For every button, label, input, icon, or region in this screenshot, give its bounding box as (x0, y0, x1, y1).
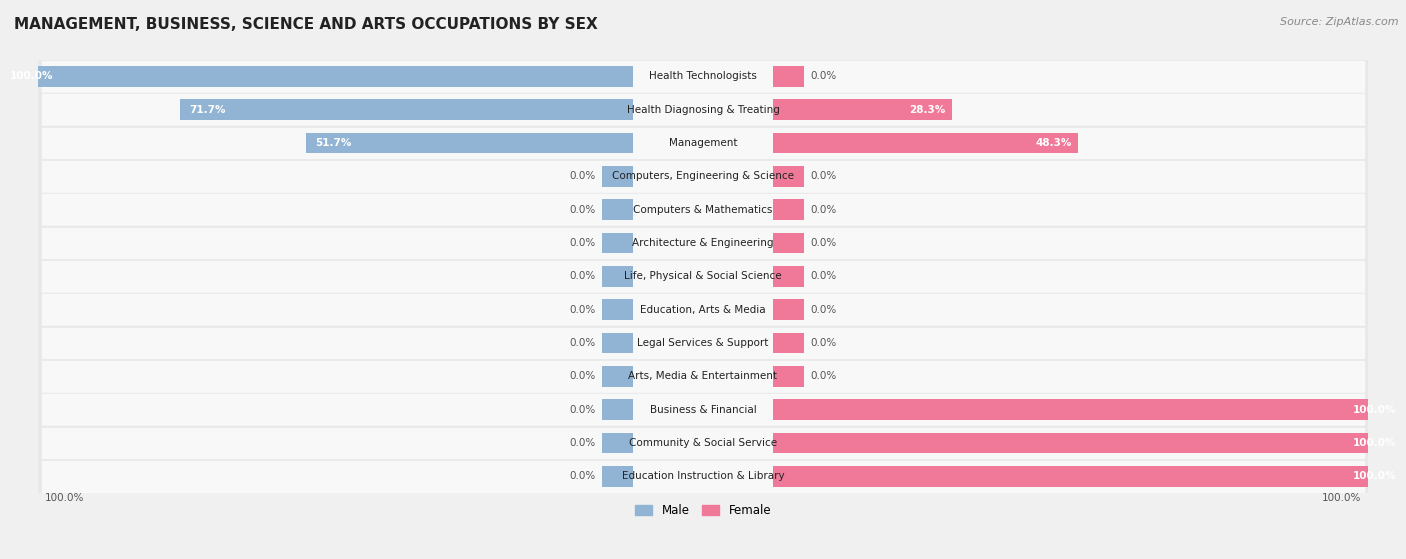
Text: Business & Financial: Business & Financial (650, 405, 756, 415)
Bar (602, 400, 633, 420)
Bar (602, 266, 633, 287)
Bar (42, 395, 1364, 425)
Bar (773, 266, 804, 287)
Bar (773, 300, 804, 320)
Bar (42, 228, 1364, 258)
Bar (773, 166, 804, 187)
Text: 0.0%: 0.0% (811, 238, 837, 248)
Text: 0.0%: 0.0% (811, 272, 837, 281)
Bar (602, 466, 633, 487)
Text: 0.0%: 0.0% (569, 172, 595, 182)
Bar (42, 295, 1364, 325)
Bar (773, 366, 804, 387)
Text: 0.0%: 0.0% (569, 238, 595, 248)
Text: 0.0%: 0.0% (569, 371, 595, 381)
Bar (42, 461, 1364, 492)
Text: 0.0%: 0.0% (569, 205, 595, 215)
Text: Life, Physical & Social Science: Life, Physical & Social Science (624, 272, 782, 281)
Text: Management: Management (669, 138, 737, 148)
Text: 100.0%: 100.0% (1353, 438, 1396, 448)
Text: Legal Services & Support: Legal Services & Support (637, 338, 769, 348)
Bar (38, 326, 1368, 360)
Text: Education Instruction & Library: Education Instruction & Library (621, 471, 785, 481)
Bar (38, 459, 1368, 493)
Bar (42, 127, 1364, 158)
Text: 0.0%: 0.0% (569, 272, 595, 281)
Text: MANAGEMENT, BUSINESS, SCIENCE AND ARTS OCCUPATIONS BY SEX: MANAGEMENT, BUSINESS, SCIENCE AND ARTS O… (14, 17, 598, 32)
Bar (602, 333, 633, 353)
Legend: Male, Female: Male, Female (630, 499, 776, 522)
Bar (307, 132, 633, 153)
Text: 0.0%: 0.0% (811, 72, 837, 82)
Bar (773, 66, 804, 87)
Bar (38, 160, 1368, 193)
Bar (42, 361, 1364, 392)
Text: 0.0%: 0.0% (569, 405, 595, 415)
Bar (38, 226, 1368, 260)
Text: Health Diagnosing & Treating: Health Diagnosing & Treating (627, 105, 779, 115)
Text: 100.0%: 100.0% (10, 72, 53, 82)
Text: 0.0%: 0.0% (811, 371, 837, 381)
Bar (38, 427, 1368, 459)
Bar (38, 393, 1368, 427)
Text: 0.0%: 0.0% (569, 471, 595, 481)
Text: 71.7%: 71.7% (188, 105, 225, 115)
Bar (42, 94, 1364, 125)
Bar (42, 195, 1364, 225)
Bar (773, 132, 1078, 153)
Text: 100.0%: 100.0% (1353, 471, 1396, 481)
Text: Education, Arts & Media: Education, Arts & Media (640, 305, 766, 315)
Bar (38, 360, 1368, 393)
Text: Computers, Engineering & Science: Computers, Engineering & Science (612, 172, 794, 182)
Text: 0.0%: 0.0% (811, 305, 837, 315)
Text: 0.0%: 0.0% (811, 205, 837, 215)
Bar (38, 260, 1368, 293)
Bar (38, 126, 1368, 160)
Bar (38, 293, 1368, 326)
Bar (180, 100, 633, 120)
Bar (773, 233, 804, 253)
Text: Community & Social Service: Community & Social Service (628, 438, 778, 448)
Bar (773, 100, 952, 120)
Text: 100.0%: 100.0% (45, 493, 84, 503)
Text: 100.0%: 100.0% (1353, 405, 1396, 415)
Text: 0.0%: 0.0% (569, 305, 595, 315)
Text: 0.0%: 0.0% (811, 172, 837, 182)
Text: 28.3%: 28.3% (910, 105, 945, 115)
Bar (42, 328, 1364, 358)
Bar (38, 193, 1368, 226)
Bar (602, 233, 633, 253)
Text: Computers & Mathematics: Computers & Mathematics (633, 205, 773, 215)
Bar (602, 433, 633, 453)
Bar (38, 93, 1368, 126)
Bar (602, 166, 633, 187)
Bar (42, 428, 1364, 458)
Bar (42, 161, 1364, 192)
Bar (38, 60, 1368, 93)
Bar (773, 200, 804, 220)
Text: Source: ZipAtlas.com: Source: ZipAtlas.com (1281, 17, 1399, 27)
Bar (602, 300, 633, 320)
Text: 51.7%: 51.7% (315, 138, 352, 148)
Text: 0.0%: 0.0% (811, 338, 837, 348)
Bar (773, 333, 804, 353)
Bar (773, 466, 1406, 487)
Text: Architecture & Engineering: Architecture & Engineering (633, 238, 773, 248)
Bar (773, 433, 1406, 453)
Text: 48.3%: 48.3% (1036, 138, 1071, 148)
Bar (42, 261, 1364, 292)
Text: Arts, Media & Entertainment: Arts, Media & Entertainment (628, 371, 778, 381)
Bar (602, 200, 633, 220)
Text: Health Technologists: Health Technologists (650, 72, 756, 82)
Bar (602, 366, 633, 387)
Bar (0, 66, 633, 87)
Text: 0.0%: 0.0% (569, 338, 595, 348)
Text: 100.0%: 100.0% (1322, 493, 1361, 503)
Bar (42, 61, 1364, 92)
Bar (773, 400, 1406, 420)
Text: 0.0%: 0.0% (569, 438, 595, 448)
